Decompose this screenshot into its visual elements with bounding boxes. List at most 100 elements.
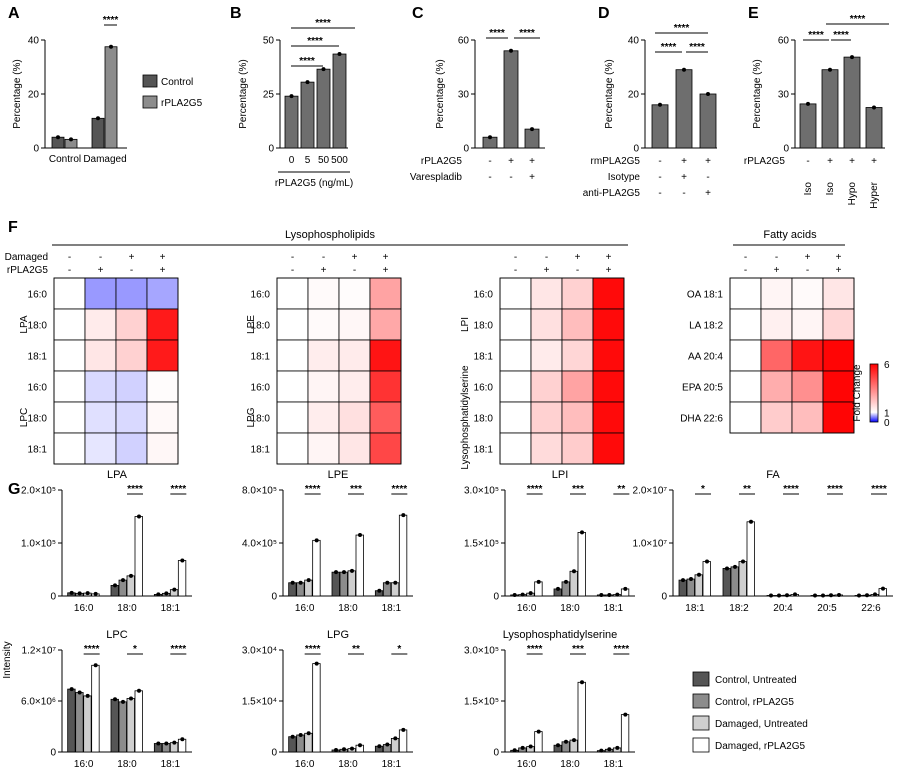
G-LPG-title: LPG [327,629,349,641]
F-heat-cell [53,401,86,434]
G-LPE-sig-label: *** [350,484,362,495]
panel-letter-B: B [230,5,242,22]
G-LPE-point [334,570,338,575]
D-sign: + [681,172,687,183]
F-heat-cell [307,339,340,372]
F-heat-cell [760,370,793,403]
F-heat-cell [822,308,855,341]
E-bar [865,107,883,149]
F-heat-cell [369,370,402,403]
F-col-sign: + [805,252,811,263]
G-LPG-category-label: 16:0 [295,759,315,770]
G-LPE-point [358,533,362,538]
G-LPE-bar [288,582,297,597]
G-legend-label: Damaged, rPLA2G5 [715,741,805,752]
G-LPI-point [556,586,560,591]
F-row-label: OA 18:1 [687,290,724,301]
F-heat-cell [276,401,309,434]
A-point [56,135,60,140]
G-FA-point [725,566,729,571]
F-heat-cell [822,339,855,372]
F-row-label: DHA 22:6 [680,414,723,425]
C-sign: + [529,156,535,167]
F-col-sign: - [775,252,778,263]
D-sign: - [682,188,685,199]
G-FA-point [821,593,825,598]
C-row-label: rPLA2G5 [421,156,463,167]
G-LPA-y-tick-label: 2.0×10⁵ [21,486,56,497]
F-heat-cell [276,432,309,465]
A-category-label: Control [49,154,81,165]
G-LPE-bar [382,582,392,597]
G-LPE-point [306,578,311,583]
G-LPE-category-label: 18:1 [382,603,402,614]
F-heat-cell [276,277,309,310]
C-bar [503,50,519,149]
G-LPE-bar [296,582,305,597]
panel-letter-C: C [412,5,424,22]
F-col-sign: + [160,252,166,263]
F-heat-cell [499,401,532,434]
G-LPA-bar [134,516,143,597]
G-Lysophosphatidylserine-point [607,747,612,752]
E-sign: + [871,156,877,167]
F-heat-cell [592,277,625,310]
G-LPG-point [306,731,311,736]
G-FA-point [741,559,745,564]
G-FA-point [857,593,861,598]
F-col-sign: - [291,265,294,276]
F-heat-cell [561,401,594,434]
G-LPC-point [180,737,185,742]
C-sig1-label: **** [489,28,505,39]
F-heat-cell [561,339,594,372]
G-LPI-point [615,592,620,597]
G-FA-point [881,586,885,591]
G-Lysophosphatidylserine-point [572,738,576,743]
G-FA-point [829,593,833,598]
F-colorbar [869,363,879,423]
G-FA-point [873,592,877,597]
G-LPC-point [156,741,161,746]
D-y-tick-label: 20 [628,90,640,101]
G-LPE-point [342,570,346,575]
G-FA-category-label: 20:4 [773,603,793,614]
G-FA-sig-label: **** [827,484,843,495]
F-heat-cell [115,277,148,310]
G-LPA-point [85,591,90,596]
F-col-sign: - [291,252,294,263]
F-heat-cell [729,401,762,434]
G-LPA-point [113,583,117,588]
F-heat-cell [146,308,179,341]
G-Lysophosphatidylserine-bar [577,681,586,753]
panel-letter-F: F [8,219,18,236]
G-LPE-point [377,588,382,593]
G-LPC-point [121,699,125,704]
G-LPI-sig-label: *** [572,484,584,495]
F-section-lysophospholipids: Lysophospholipids [285,229,376,241]
G-LPG-category-label: 18:1 [382,759,402,770]
G-LPE-y-tick-label: 0 [271,592,277,603]
G-FA-category-label: 18:1 [685,603,705,614]
F-heat-cell [729,277,762,310]
F-heat-cell [307,401,340,434]
B-point [337,52,342,57]
A-y-tick-label: 40 [28,36,40,47]
G-FA-point [777,593,781,598]
G-LPI-point [520,592,525,597]
G-Lysophosphatidylserine-sig-label: **** [527,644,543,655]
E-sig2-label: **** [833,30,849,41]
A-bar [91,117,105,149]
G-LPE-bar [347,570,356,597]
G-LPA-point [156,592,161,597]
B-category-label: 50 [318,155,330,166]
F-heat-cell [338,277,371,310]
E-bar [843,56,861,149]
F-heat-cell [369,308,402,341]
F-col-sign: + [321,265,327,276]
G-LPG-bar [312,663,321,753]
F-row-label: rPLA2G5 [7,265,49,276]
E-bar [799,103,817,149]
E-sig3-label: **** [850,14,866,25]
F-row-label: 18:1 [474,352,494,363]
